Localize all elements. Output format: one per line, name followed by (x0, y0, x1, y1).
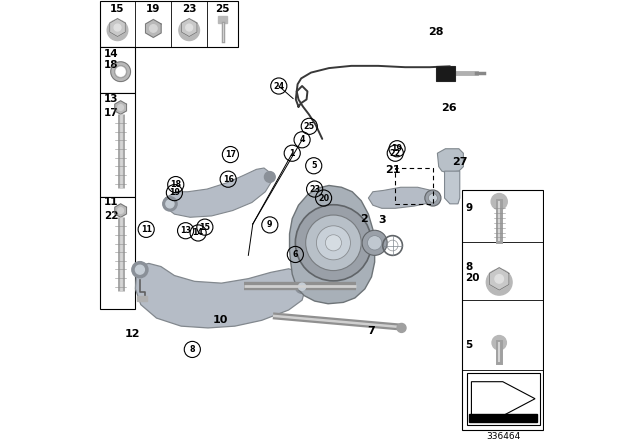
Polygon shape (115, 204, 127, 217)
Circle shape (397, 323, 406, 332)
Text: 10: 10 (213, 315, 228, 325)
FancyBboxPatch shape (100, 197, 136, 309)
Circle shape (111, 62, 131, 82)
Circle shape (491, 194, 508, 210)
Circle shape (295, 280, 309, 293)
Text: 23: 23 (182, 4, 196, 14)
Text: 20: 20 (465, 273, 480, 283)
FancyBboxPatch shape (218, 16, 227, 23)
Text: 6: 6 (292, 250, 298, 259)
Text: 8: 8 (465, 262, 473, 271)
Polygon shape (109, 18, 125, 36)
Text: 18: 18 (104, 60, 118, 70)
Text: 17: 17 (225, 150, 236, 159)
Text: 26: 26 (441, 103, 457, 113)
Polygon shape (369, 187, 436, 208)
Circle shape (136, 265, 145, 274)
Text: 21: 21 (385, 165, 401, 175)
Circle shape (264, 172, 275, 182)
Text: 19: 19 (146, 4, 161, 14)
Text: 20: 20 (318, 194, 329, 202)
Text: 17: 17 (104, 108, 118, 118)
Circle shape (186, 24, 193, 31)
Circle shape (116, 67, 125, 76)
Circle shape (114, 24, 121, 31)
Circle shape (425, 190, 441, 206)
FancyBboxPatch shape (436, 66, 455, 81)
Text: 8: 8 (189, 345, 195, 354)
Circle shape (298, 283, 306, 290)
Text: 7: 7 (367, 326, 376, 336)
Text: 28: 28 (428, 27, 444, 37)
Text: 25: 25 (216, 4, 230, 14)
Text: 9: 9 (465, 203, 473, 213)
Circle shape (118, 208, 124, 213)
Circle shape (179, 20, 200, 40)
Text: 11: 11 (141, 225, 152, 234)
Polygon shape (145, 19, 161, 37)
Circle shape (362, 230, 387, 255)
Circle shape (295, 205, 371, 281)
Circle shape (495, 275, 504, 283)
Text: 5: 5 (311, 161, 316, 170)
Text: 19: 19 (169, 188, 180, 197)
Text: 12: 12 (125, 329, 141, 339)
FancyBboxPatch shape (469, 414, 538, 422)
Polygon shape (165, 168, 271, 217)
Polygon shape (437, 149, 463, 172)
FancyBboxPatch shape (137, 296, 147, 301)
Text: 16: 16 (223, 175, 234, 184)
Text: 336464: 336464 (486, 432, 521, 441)
Polygon shape (181, 18, 197, 36)
Polygon shape (490, 267, 509, 290)
Text: 25: 25 (304, 122, 315, 131)
Text: 23: 23 (309, 185, 320, 194)
Text: 1: 1 (289, 149, 295, 158)
Polygon shape (472, 382, 535, 416)
Text: 2: 2 (360, 214, 368, 224)
Circle shape (325, 235, 342, 251)
Text: 15: 15 (110, 4, 125, 14)
Circle shape (163, 197, 177, 211)
FancyBboxPatch shape (467, 373, 540, 425)
Polygon shape (445, 171, 460, 204)
Polygon shape (136, 263, 306, 328)
Circle shape (107, 20, 128, 40)
Text: 9: 9 (267, 220, 273, 229)
Text: 22: 22 (104, 211, 118, 221)
Text: 19: 19 (392, 144, 403, 153)
Circle shape (492, 336, 506, 350)
Circle shape (132, 262, 148, 278)
Text: 14: 14 (193, 228, 204, 237)
Text: 15: 15 (200, 223, 211, 232)
Circle shape (486, 269, 512, 295)
FancyBboxPatch shape (100, 93, 136, 197)
Text: 13: 13 (180, 226, 191, 235)
Circle shape (367, 236, 382, 250)
Circle shape (316, 226, 351, 260)
Circle shape (306, 215, 361, 271)
FancyBboxPatch shape (100, 47, 136, 93)
Text: 3: 3 (378, 215, 386, 225)
Text: 5: 5 (465, 340, 473, 350)
Circle shape (118, 105, 124, 110)
Polygon shape (115, 101, 127, 114)
FancyBboxPatch shape (463, 190, 543, 430)
FancyBboxPatch shape (100, 1, 239, 47)
Text: 14: 14 (104, 49, 118, 59)
Text: 18: 18 (170, 180, 181, 189)
Text: 13: 13 (104, 95, 118, 104)
Text: 4: 4 (300, 135, 305, 144)
Polygon shape (289, 185, 374, 304)
Circle shape (428, 194, 437, 202)
Text: 27: 27 (452, 157, 468, 167)
Text: 22: 22 (390, 149, 401, 158)
Circle shape (166, 200, 174, 208)
Text: 24: 24 (273, 82, 284, 90)
Circle shape (150, 25, 157, 32)
Text: 11: 11 (104, 198, 118, 207)
